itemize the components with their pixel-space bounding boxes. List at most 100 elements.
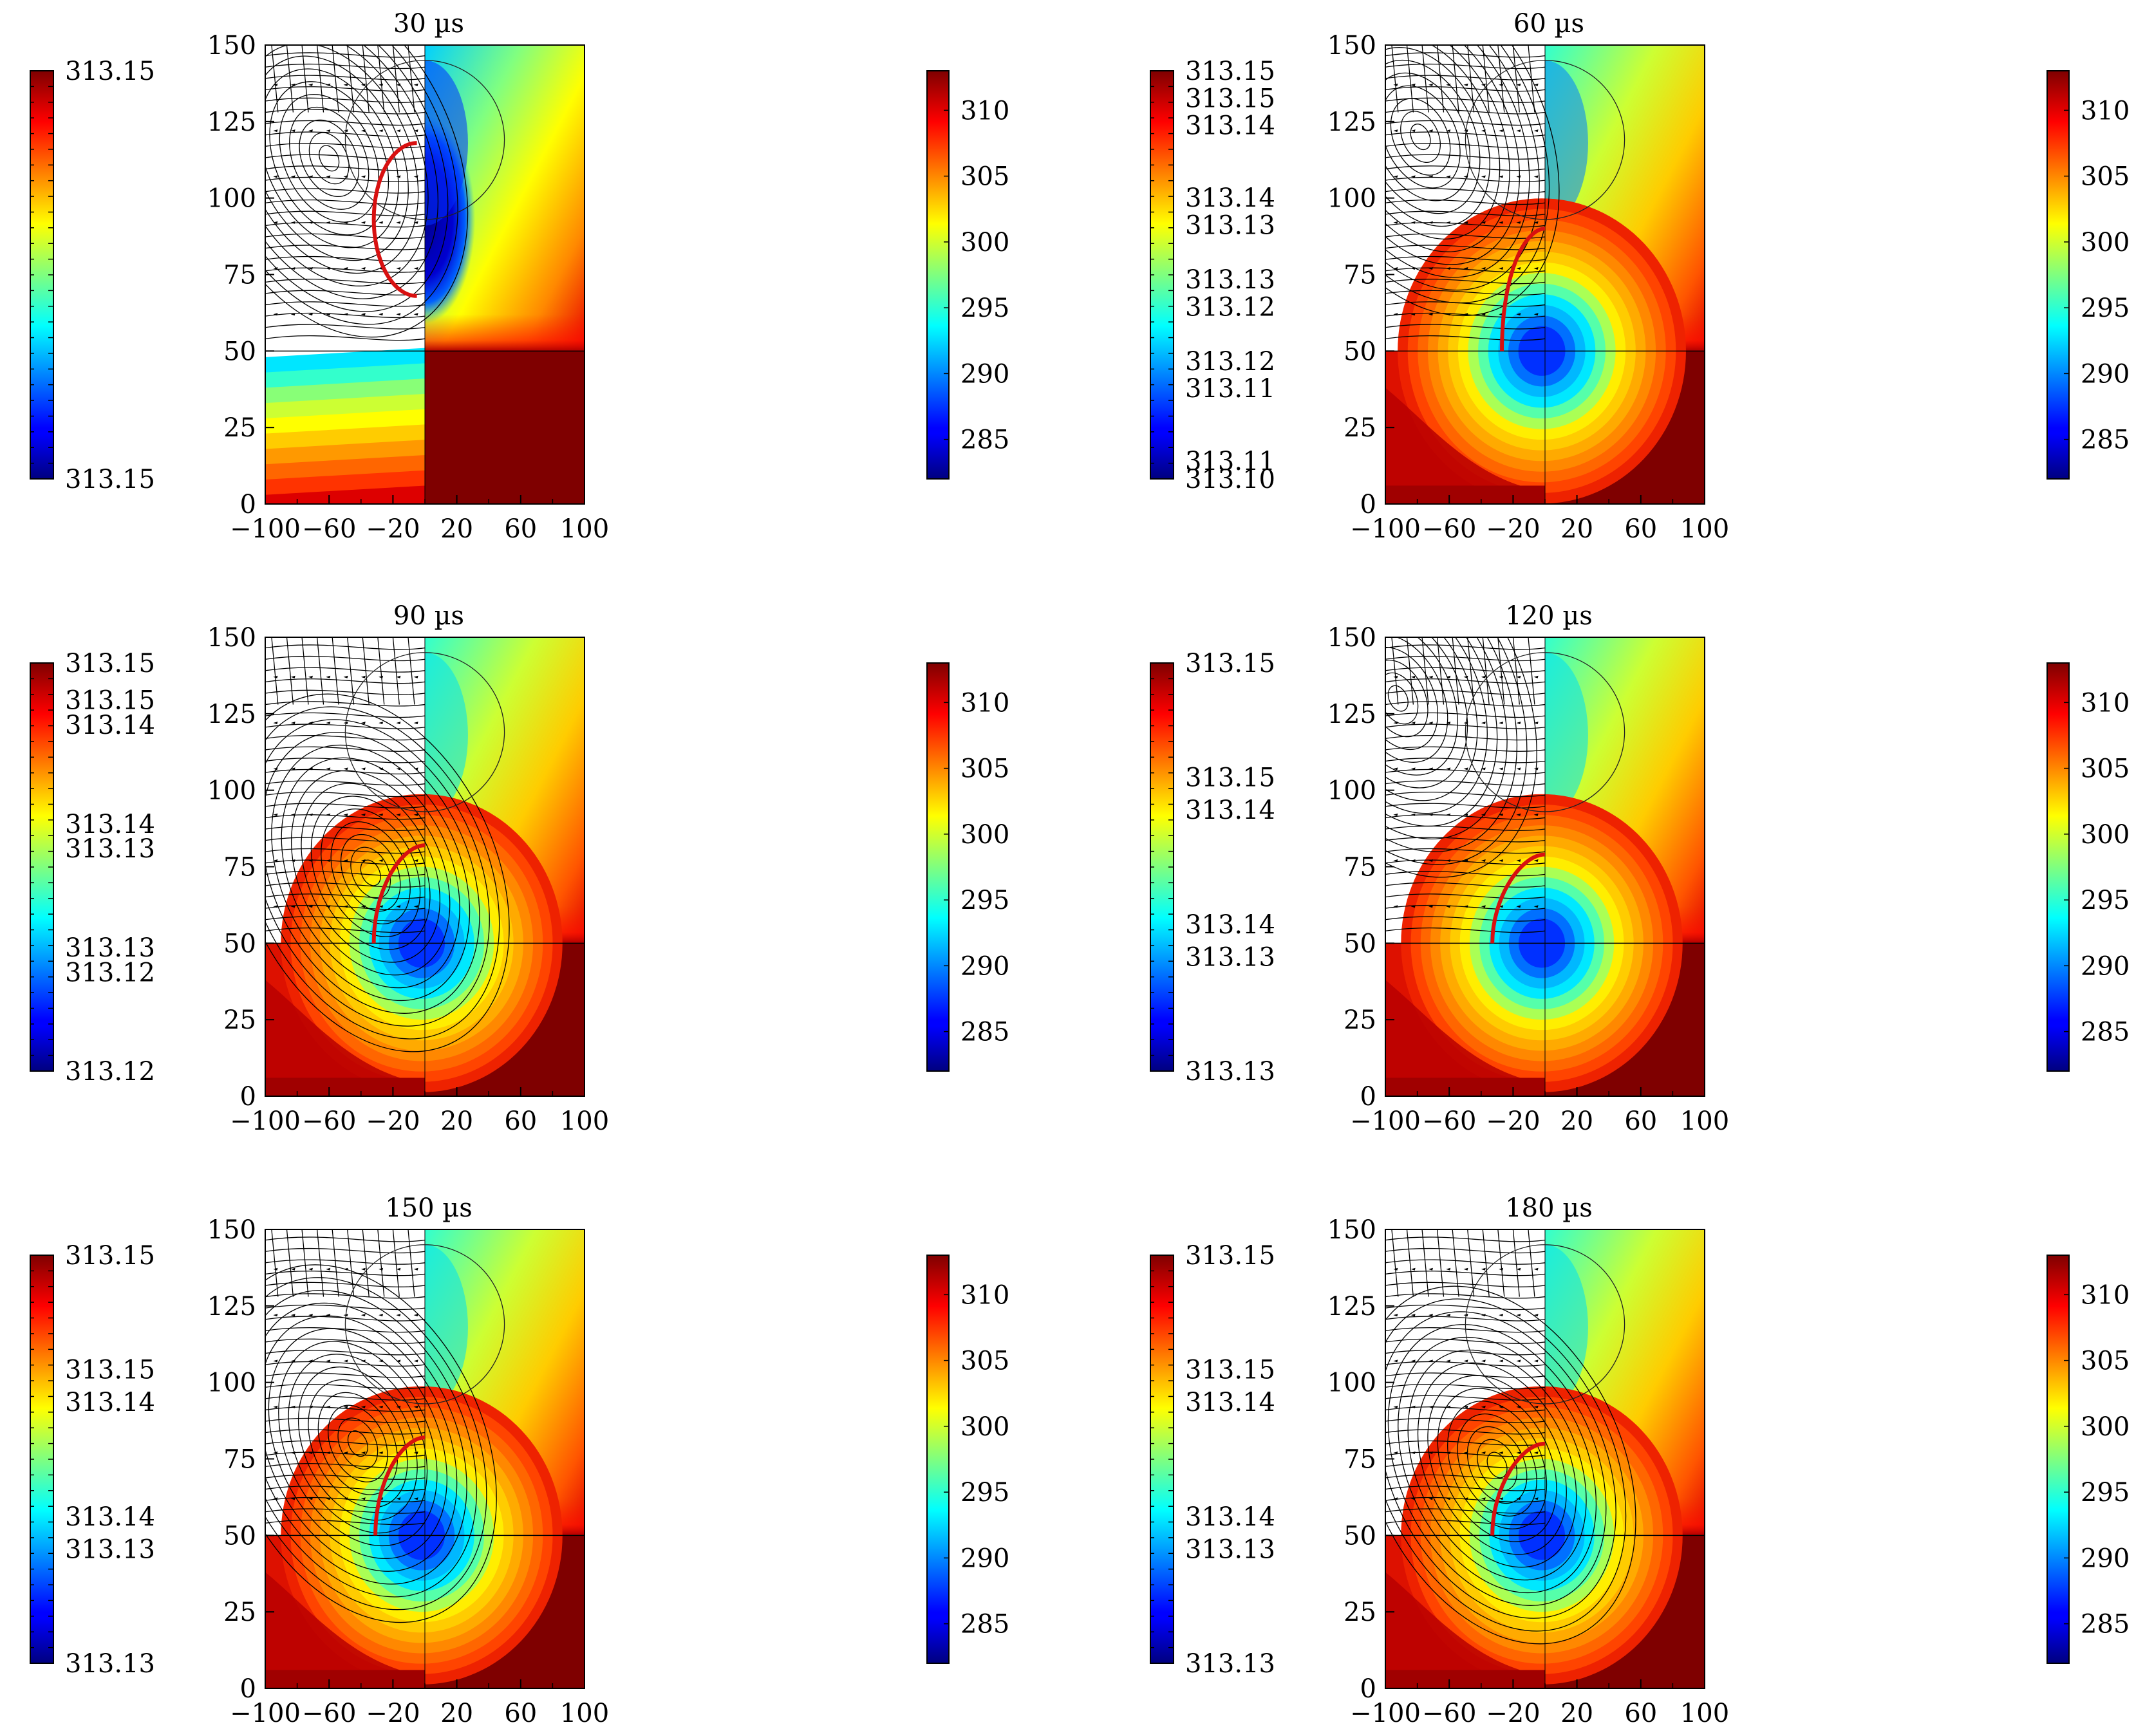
y-tick-label: 25 [223,1598,256,1627]
left-colorbar-tick-label: 313.12 [1185,347,1275,377]
panel-3: −100 −60 −20 20 60 100 0 25 50 75 100 125 150 90 µs 31… [30,601,1009,1136]
right-colorbar-tick-label: 300 [2081,228,2130,257]
left-colorbar-tick-label: 313.14 [65,1502,155,1532]
right-colorbar-tick-label: 295 [2081,294,2130,323]
left-colorbar-tick-label: 313.13 [65,1535,155,1564]
y-tick-label: 150 [1327,31,1376,61]
y-tick-label: 150 [207,1215,256,1245]
y-tick-label: 0 [1360,490,1376,519]
y-tick-label: 150 [1327,623,1376,653]
initial-droplet-outline [1465,652,1625,812]
left-colorbar-tick-label: 313.14 [1185,910,1275,940]
x-tick-label: −20 [1486,1699,1540,1728]
plot-area [1385,637,1705,1096]
x-tick-label: −60 [302,1106,356,1136]
x-tick-label: 100 [1680,1106,1729,1136]
x-tick-label: −60 [1422,1699,1476,1728]
meniscus-profile [1490,852,1546,944]
x-tick-label: −100 [1350,1106,1421,1136]
x-tick-label: −100 [230,514,301,544]
streamlines [265,45,469,341]
y-tick-label: 125 [1327,700,1376,729]
x-tick-label: −100 [230,1106,301,1136]
right-colorbar-tick-label: 285 [2081,425,2130,455]
left-colorbar-tick-label: 313.10 [1185,465,1275,494]
x-tick-label: −100 [1350,514,1421,544]
y-tick-label: 100 [1327,1368,1376,1398]
initial-droplet-outline [344,60,505,220]
right-colorbar-tick-label: 295 [960,1478,1009,1507]
right-colorbar-tick-label: 300 [2081,1412,2130,1442]
right-colorbar-tick-label: 290 [960,1544,1009,1573]
right-colorbar-tick-label: 295 [960,886,1009,915]
y-tick-label: 0 [1360,1082,1376,1112]
y-tick-label: 150 [207,31,256,61]
x-tick-label: 100 [560,1699,609,1728]
left-colorbar-tick-label: 313.11 [1185,447,1275,476]
right-colorbar-tick-label: 290 [960,951,1009,981]
meniscus-profile [1500,227,1546,351]
left-colorbar-tick-label: 313.14 [1185,111,1275,141]
left-colorbar-tick-label: 313.13 [1185,1057,1275,1087]
panel-6: −100 −60 −20 20 60 100 0 25 50 75 100 125 150 180 µs 3… [1150,1193,2130,1728]
panel-title: 120 µs [1505,601,1593,631]
plot-area [1385,1229,1705,1688]
right-colorbar-tick-label: 285 [960,1018,1009,1047]
x-tick-label: −20 [366,1699,420,1728]
y-tick-label: 25 [223,1005,256,1035]
x-tick-label: 100 [1680,514,1729,544]
x-tick-label: 60 [1624,1699,1657,1728]
right-colorbar-tick-label: 290 [2081,1544,2130,1573]
left-colorbar-tick-label: 313.13 [1185,1535,1275,1564]
x-tick-label: 100 [560,514,609,544]
right-colorbar-tick-label: 285 [960,425,1009,455]
left-colorbar-tick-label: 313.15 [65,465,155,494]
y-tick-label: 100 [207,1368,256,1398]
y-tick-label: 150 [1327,1215,1376,1245]
y-tick-label: 75 [1344,1445,1376,1475]
panel-title: 180 µs [1505,1193,1593,1223]
x-tick-label: −60 [1422,1106,1476,1136]
right-colorbar-tick-label: 310 [2081,1280,2130,1310]
left-colorbar-tick-label: 313.14 [1185,1502,1275,1532]
x-tick-label: −60 [302,514,356,544]
right-colorbar-tick-label: 310 [2081,688,2130,718]
left-colorbar-tick-label: 313.15 [65,1241,155,1271]
right-colorbar-tick-label: 300 [960,228,1009,257]
y-tick-label: 0 [1360,1674,1376,1704]
x-tick-label: 60 [504,1106,537,1136]
left-colorbar-tick-label: 313.15 [65,57,155,86]
y-tick-label: 125 [207,700,256,729]
left-colorbar-tick-label: 313.12 [65,1057,155,1087]
y-tick-label: 25 [1344,1005,1376,1035]
meniscus-profile [371,843,426,944]
x-tick-label: −20 [366,1106,420,1136]
y-tick-label: 25 [1344,413,1376,443]
y-tick-label: 25 [223,413,256,443]
x-tick-label: 20 [1560,1699,1593,1728]
left-colorbar-tick-label: 313.14 [1185,183,1275,213]
y-tick-label: 0 [240,1674,256,1704]
x-tick-label: 20 [440,514,473,544]
right-colorbar-tick-label: 295 [2081,1478,2130,1507]
panel-title: 60 µs [1513,9,1584,39]
right-colorbar-tick-label: 285 [960,1610,1009,1639]
right-colorbar-tick-label: 305 [960,754,1009,784]
panel-title: 90 µs [393,601,464,631]
y-tick-label: 25 [1344,1598,1376,1627]
left-colorbar-tick-label: 313.15 [1185,649,1275,678]
x-tick-label: −60 [302,1699,356,1728]
x-tick-label: −100 [230,1699,301,1728]
right-colorbar-tick-label: 305 [960,1347,1009,1376]
y-tick-label: 50 [223,929,256,958]
y-tick-label: 50 [1344,1521,1376,1551]
panel-2: −100 −60 −20 20 60 100 0 25 50 75 100 125 150 60 µs 31… [1150,9,2130,544]
left-colorbar-tick-label: 313.11 [1185,374,1275,404]
right-colorbar [926,70,950,480]
y-tick-label: 100 [1327,776,1376,806]
left-colorbar-tick-label: 313.13 [65,1649,155,1679]
hot-boundary-layer [425,314,585,351]
left-colorbar-tick-label: 313.13 [65,933,155,963]
left-colorbar-tick-label: 313.15 [1185,84,1275,113]
y-tick-label: 100 [207,776,256,806]
